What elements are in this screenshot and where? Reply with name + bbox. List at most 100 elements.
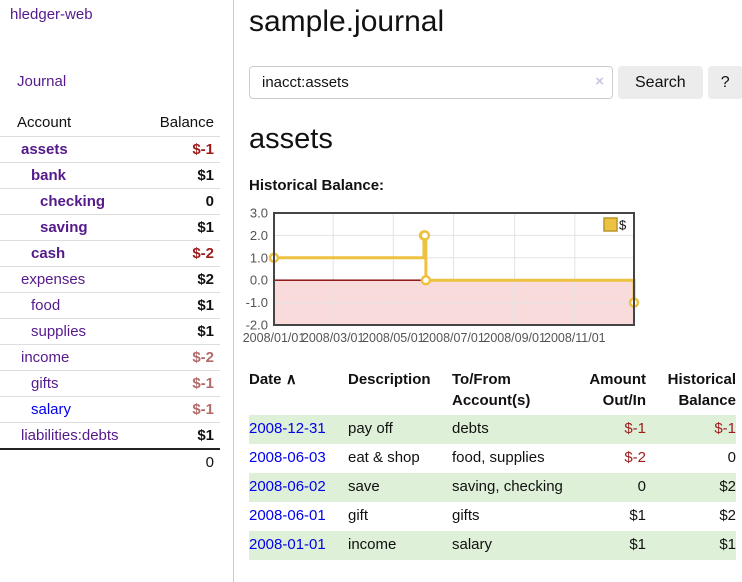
accounts-header-account: Account [17, 114, 72, 131]
txn-balance: $-1 [646, 415, 736, 444]
txn-description: gift [348, 507, 369, 524]
account-row: checking 0 [0, 188, 220, 215]
txn-date-link[interactable]: 2008-01-01 [249, 536, 326, 553]
main-content: sample.journal × Search ? assets Histori… [234, 0, 742, 582]
account-row: expenses $2 [0, 266, 220, 293]
txn-amount: $1 [629, 507, 646, 524]
txn-description: save [348, 473, 452, 502]
search-bar: × Search ? [249, 66, 742, 99]
account-link-assets[interactable]: assets [21, 141, 68, 158]
txn-amount: $1 [574, 531, 646, 560]
account-balance: $-2 [145, 240, 220, 267]
txn-accounts: saving, checking [452, 473, 574, 502]
register-row: 2008-12-31 pay off debts $-1 $-1 [249, 415, 736, 444]
chart-canvas: 3.0 2.0 1.0 0.0 -1.0 -2.02008/01/012008/03/01… [243, 206, 640, 345]
account-balance: 0 [145, 188, 220, 215]
account-balance: $1 [145, 162, 220, 189]
header-accounts: To/From Account(s) [452, 371, 531, 409]
search-box: × [249, 66, 613, 99]
header-description: Description [348, 371, 431, 388]
txn-accounts: gifts [452, 507, 480, 524]
sort-ascending-icon: ∧ [285, 371, 297, 388]
app-title-link[interactable]: hledger-web [10, 6, 93, 23]
search-button[interactable]: Search [618, 66, 703, 99]
txn-amount: $-1 [574, 415, 646, 444]
txn-description: eat & shop [348, 449, 420, 466]
account-row: salary $-1 [0, 396, 220, 423]
search-input[interactable] [249, 66, 613, 99]
account-balance: $1 [145, 318, 220, 345]
register-row: 2008-06-01 gift gifts $1 $2 [249, 502, 736, 531]
svg-text:2008/01/01: 2008/01/01 [243, 331, 306, 345]
clear-search-icon[interactable]: × [595, 73, 604, 90]
header-amount: Amount Out/In [589, 371, 646, 409]
accounts-total-row: 0 [0, 448, 220, 475]
accounts-balance-table: Account Balance assets $-1 bank $1 check… [0, 111, 220, 475]
svg-text:2008/07/01: 2008/07/01 [422, 331, 485, 345]
account-link-gifts[interactable]: gifts [31, 375, 59, 392]
svg-text:2008/05/01: 2008/05/01 [362, 331, 425, 345]
txn-balance: $2 [719, 507, 736, 524]
register-row: 2008-06-02 save saving, checking 0 $2 [249, 473, 736, 502]
account-link-bank[interactable]: bank [31, 167, 67, 184]
svg-text:0.0: 0.0 [250, 273, 268, 288]
register-row: 2008-01-01 income salary $1 $1 [249, 531, 736, 560]
account-link-checking[interactable]: checking [40, 193, 106, 210]
account-balance: $1 [145, 422, 220, 449]
txn-accounts: salary [452, 531, 574, 560]
account-row: bank $1 [0, 162, 220, 189]
svg-text:2008/03/01: 2008/03/01 [302, 331, 365, 345]
svg-text:1.0: 1.0 [250, 250, 268, 265]
account-row: income $-2 [0, 344, 220, 371]
sidebar-item-journal[interactable]: Journal [17, 73, 67, 90]
chart-title: Historical Balance: [249, 177, 385, 194]
svg-text:-2.0: -2.0 [246, 318, 268, 333]
account-link-saving[interactable]: saving [40, 219, 88, 236]
help-button[interactable]: ? [707, 66, 742, 99]
svg-text:2008/09/01: 2008/09/01 [483, 331, 546, 345]
account-row: gifts $-1 [0, 370, 220, 397]
txn-date-link[interactable]: 2008-06-03 [249, 449, 326, 466]
account-balance: $-1 [145, 370, 220, 397]
txn-description: income [348, 531, 452, 560]
account-balance: $1 [145, 292, 220, 319]
account-link-supplies[interactable]: supplies [31, 323, 87, 340]
txn-accounts: debts [452, 415, 574, 444]
svg-text:$: $ [619, 218, 627, 233]
txn-date-link[interactable]: 2008-06-02 [249, 478, 326, 495]
txn-balance: $2 [646, 473, 736, 502]
svg-text:-1.0: -1.0 [246, 295, 268, 310]
account-row: cash $-2 [0, 240, 220, 267]
account-row: assets $-1 [0, 136, 220, 163]
header-balance: Historical Balance [667, 371, 736, 409]
txn-date-link[interactable]: 2008-06-01 [249, 507, 326, 524]
account-link-food[interactable]: food [31, 297, 61, 314]
account-link-liabilities-debts[interactable]: liabilities:debts [21, 427, 119, 444]
account-row: supplies $1 [0, 318, 220, 345]
sidebar: hledger-web Journal Account Balance asse… [0, 0, 234, 582]
account-heading: assets [249, 123, 333, 155]
account-link-salary[interactable]: salary [31, 401, 72, 418]
account-row: liabilities:debts $1 [0, 422, 220, 449]
register-header-row: Date ∧ Description To/From Account(s) Am… [249, 367, 736, 415]
accounts-header-balance: Balance [159, 114, 214, 131]
page-title: sample.journal [249, 5, 445, 38]
txn-amount: $-2 [624, 449, 646, 466]
account-balance: $-1 [145, 396, 220, 423]
txn-balance: $1 [646, 531, 736, 560]
account-link-cash[interactable]: cash [31, 245, 66, 262]
header-date[interactable]: Date ∧ [249, 371, 297, 388]
account-link-income[interactable]: income [21, 349, 70, 366]
svg-text:2.0: 2.0 [250, 228, 268, 243]
txn-accounts: food, supplies [452, 449, 545, 466]
txn-balance: 0 [727, 449, 736, 466]
historical-balance-chart: 3.0 2.0 1.0 0.0 -1.0 -2.0 2008/01/01 2008/03/01… [243, 206, 641, 348]
svg-text:3.0: 3.0 [250, 206, 268, 221]
accounts-total-value: 0 [145, 448, 220, 475]
account-row: food $1 [0, 292, 220, 319]
register-row: 2008-06-03 eat & shop food, supplies $-2… [249, 444, 736, 473]
account-link-expenses[interactable]: expenses [21, 271, 86, 288]
txn-date-link[interactable]: 2008-12-31 [249, 420, 326, 437]
account-balance: $-2 [145, 344, 220, 371]
